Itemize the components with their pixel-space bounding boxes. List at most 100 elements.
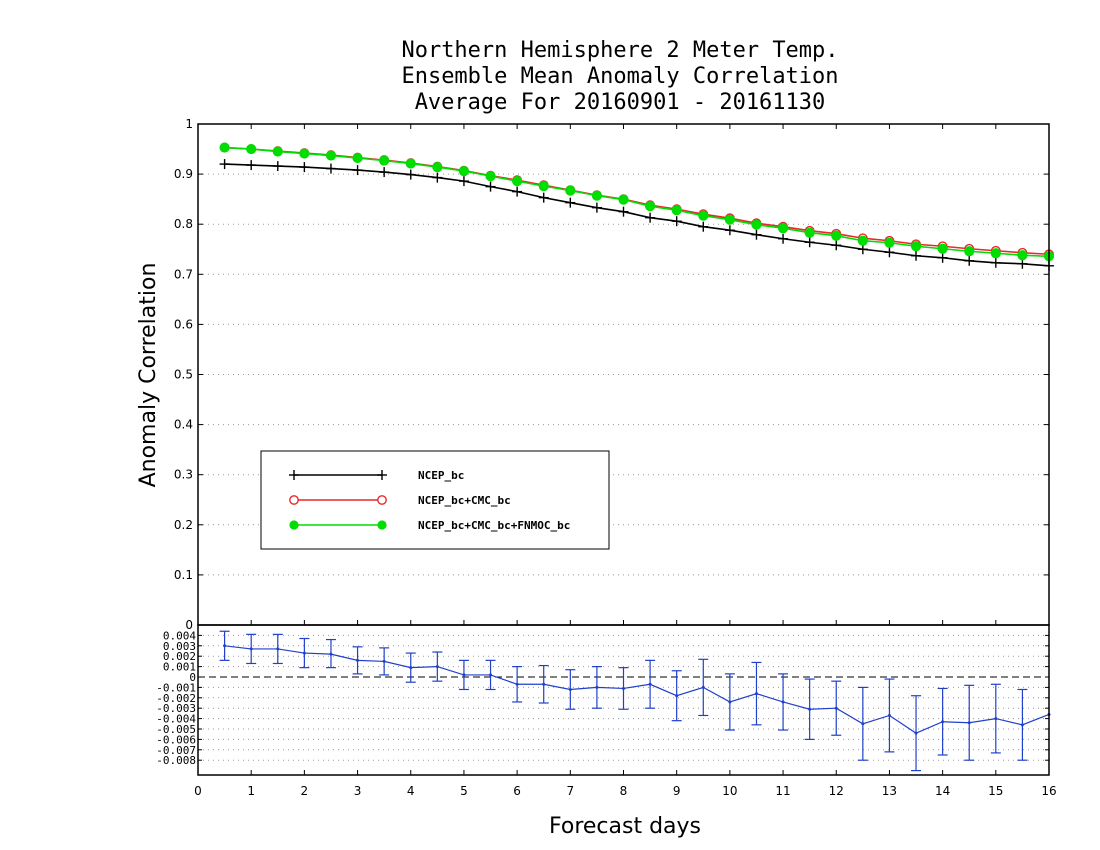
x-tick-label: 2 [301,784,309,798]
legend-item: NCEP_bc+CMC_bc [289,494,511,507]
y-tick-label: -0.001 [156,681,196,694]
y-tick-label: 0.5 [174,368,193,382]
data-point [299,162,310,173]
y-tick-label: 0.4 [174,418,193,432]
x-tick-label: 0 [194,784,202,798]
data-point [804,237,815,248]
data-point [777,223,789,234]
data-point [1017,258,1028,269]
data-point [405,169,416,180]
x-tick-label: 4 [407,784,415,798]
data-point [804,227,815,238]
data-point [272,161,283,172]
diff-point [834,706,838,710]
data-point [884,237,895,248]
diff-point [329,652,333,656]
data-point [857,235,868,246]
data-point [910,241,922,252]
y-tick-label: 1 [185,117,193,131]
y-tick-label: 0.001 [163,661,196,674]
diff-point [808,707,812,711]
x-tick-label: 16 [1041,784,1056,798]
diff-point [382,659,386,663]
diff-point [542,682,546,686]
diff-point [515,682,519,686]
data-point [884,247,895,258]
data-point [458,176,469,187]
y-tick-label: -0.004 [156,713,196,726]
chart-title-line-1: Northern Hemisphere 2 Meter Temp. [401,38,839,63]
x-tick-label: 6 [513,784,521,798]
x-tick-label: 14 [935,784,950,798]
data-point [246,160,257,171]
data-point [538,181,549,192]
data-point [272,146,283,157]
x-tick-label: 9 [673,784,681,798]
diff-point [861,722,865,726]
data-point [644,201,656,212]
y-tick-label: -0.003 [156,702,196,715]
diff-point [356,658,360,662]
main-plot-grid [198,173,1049,576]
legend-marker [377,520,387,530]
data-point [325,163,336,174]
y-tick-label: 0.002 [163,650,196,663]
data-point [698,221,709,232]
x-axis-title: Forecast days [549,814,701,839]
diff-point [1020,723,1024,727]
chart-title-line-2: Ensemble Mean Anomaly Correlation [401,64,839,89]
y-tick-label: 0 [185,618,193,632]
data-point [671,205,682,216]
data-point [325,150,337,161]
series-line [224,163,1050,267]
data-point [591,190,603,201]
y-tick-label: -0.008 [156,754,196,767]
data-point [219,159,230,170]
diff-point [568,687,572,691]
diff-y-axis: 0.0040.0030.0020.0010-0.001-0.002-0.003-… [156,629,1049,767]
diff-point [462,673,466,677]
diff-point [675,694,679,698]
x-tick-label: 1 [247,784,255,798]
diff-point [728,700,732,704]
y-tick-label: 0.2 [174,518,193,532]
x-tick-label: 12 [829,784,844,798]
legend-marker [377,495,387,505]
y-tick-label: -0.007 [156,744,196,757]
data-point [990,257,1001,268]
data-point [458,165,470,177]
data-point [565,185,576,196]
x-tick-label: 7 [566,784,574,798]
x-tick-label: 13 [882,784,897,798]
y-axis-title: Anomaly Correlation [136,263,161,488]
y-tick-label: 0.1 [174,568,193,582]
legend-item: NCEP_bc+CMC_bc+FNMOC_bc [289,519,570,532]
data-point [591,202,602,213]
x-tick-label: 8 [620,784,628,798]
data-point [352,152,363,164]
data-point [937,252,948,263]
x-axis: 0 1 2 3 4 5 6 7 8 9 10 11 12 13 14 15 16 [194,124,1057,798]
diff-point [754,692,758,696]
legend-label: NCEP_bc [418,469,464,482]
data-point [831,240,842,251]
data-point [698,210,709,221]
data-point [857,244,868,255]
series-line [224,146,1050,256]
main-y-axis: 0 0.1 0.2 0.3 0.4 0.5 0.6 0.7 0.8 0.9 1 [174,117,1049,632]
legend-label: NCEP_bc+CMC_bc+FNMOC_bc [418,519,570,532]
diff-point [648,682,652,686]
data-point [379,167,390,178]
data-point [512,186,523,197]
diff-point [887,713,891,717]
data-point [671,216,682,227]
chart-title-line-3: Average For 20160901 - 20161130 [414,90,826,115]
data-point [485,181,496,192]
diff-point [302,651,306,655]
y-tick-label: -0.002 [156,692,196,705]
legend-label: NCEP_bc+CMC_bc [418,494,511,507]
diff-point [701,685,705,689]
data-point [538,192,549,203]
x-tick-label: 10 [722,784,737,798]
diff-point [276,647,280,651]
